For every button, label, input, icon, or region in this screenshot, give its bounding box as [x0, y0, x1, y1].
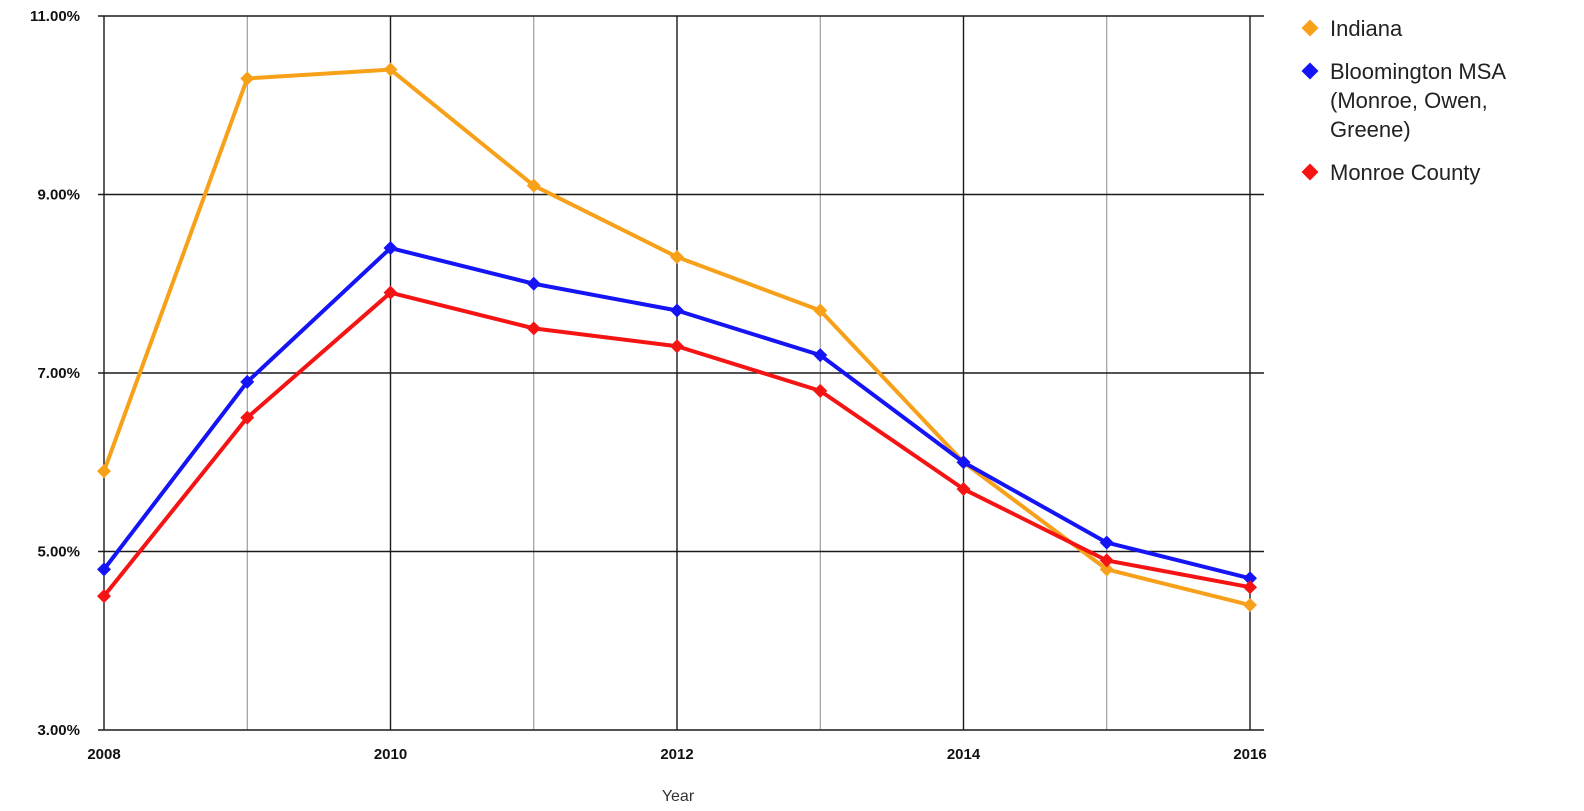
grid-layer [98, 15, 1264, 731]
data-point[interactable] [383, 285, 398, 300]
legend-label: Bloomington MSA (Monroe, Owen, Greene) [1330, 59, 1507, 142]
x-tick-label: 2010 [374, 746, 407, 763]
y-tick-label: 11.00% [30, 8, 80, 25]
legend-diamond-icon [1301, 163, 1319, 181]
data-point[interactable] [240, 374, 255, 389]
data-point[interactable] [526, 321, 541, 336]
series-1 [97, 241, 1257, 586]
data-point[interactable] [97, 562, 111, 577]
x-tick-label: 2008 [87, 746, 120, 763]
data-point[interactable] [240, 410, 255, 425]
legend-label: Monroe County [1330, 160, 1481, 185]
series-layer [97, 62, 1257, 613]
y-tick-label: 7.00% [37, 365, 80, 382]
x-tick-label: 2012 [660, 746, 693, 763]
data-point[interactable] [97, 464, 111, 479]
data-point[interactable] [97, 589, 111, 604]
data-point[interactable] [1243, 580, 1257, 595]
data-point[interactable] [956, 455, 971, 470]
data-point[interactable] [813, 348, 828, 363]
data-point[interactable] [383, 241, 398, 256]
x-tick-label: 2014 [947, 746, 981, 763]
y-tick-label: 9.00% [37, 187, 80, 204]
tick-layer: 3.00% 5.00% 7.00% 9.00% 11.00% 2008 2010 2012 20… [30, 8, 1267, 763]
data-point[interactable] [670, 303, 684, 318]
legend-diamond-icon [1301, 62, 1319, 80]
y-tick-label: 3.00% [37, 722, 80, 739]
data-point[interactable] [240, 71, 255, 86]
series-2 [97, 285, 1257, 604]
data-point[interactable] [1243, 571, 1257, 586]
data-point[interactable] [526, 276, 541, 291]
data-point[interactable] [1099, 562, 1114, 577]
x-tick-label: 2016 [1233, 746, 1266, 763]
data-point[interactable] [956, 482, 971, 497]
legend-diamond-icon [1301, 19, 1319, 37]
data-point[interactable] [526, 178, 541, 193]
y-tick-label: 5.00% [37, 544, 80, 561]
data-point[interactable] [383, 62, 398, 77]
data-point[interactable] [813, 303, 828, 318]
data-point[interactable] [1099, 553, 1114, 568]
data-point[interactable] [813, 383, 828, 398]
legend-label: Indiana [1330, 16, 1403, 41]
legend-item[interactable]: Monroe County [1300, 158, 1570, 187]
data-point[interactable] [1243, 598, 1257, 613]
data-point[interactable] [670, 249, 684, 264]
x-axis-label: Year [662, 788, 695, 805]
legend-item[interactable]: Indiana [1300, 14, 1570, 43]
data-point[interactable] [1099, 535, 1114, 550]
data-point[interactable] [670, 339, 684, 354]
legend: Indiana Bloomington MSA (Monroe, Owen, Gree… [1300, 14, 1570, 201]
legend-item[interactable]: Bloomington MSA (Monroe, Owen, Greene) [1300, 57, 1570, 144]
